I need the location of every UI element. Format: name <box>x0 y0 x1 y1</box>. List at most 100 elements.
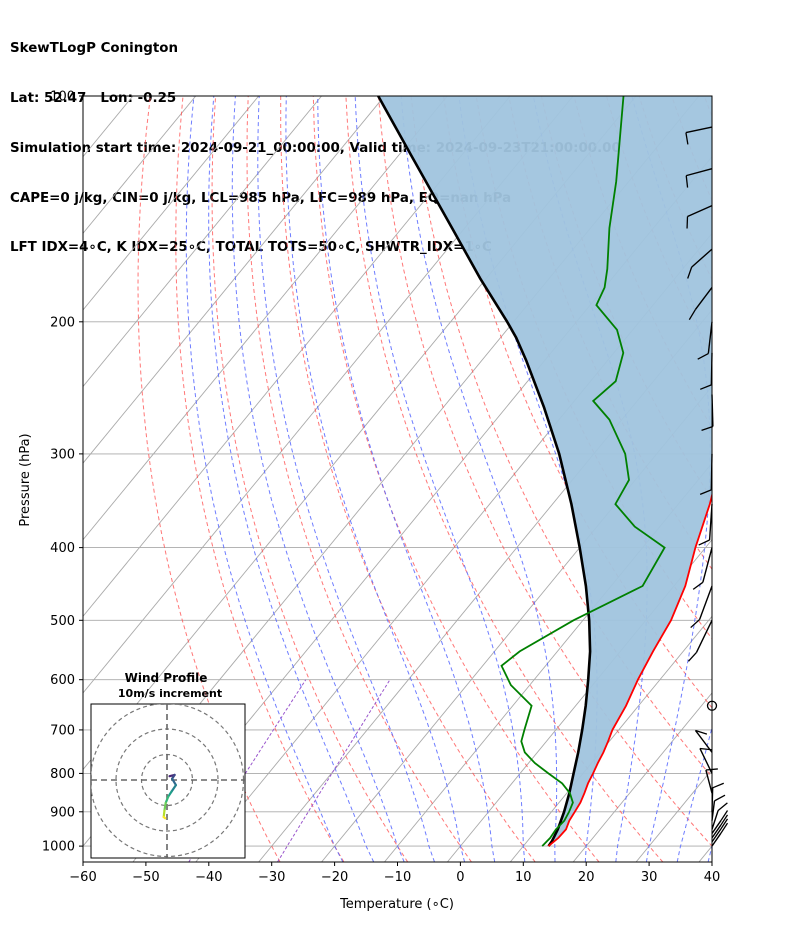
isotherm-line <box>572 692 712 862</box>
cape-cin-shading <box>378 96 712 847</box>
temperature-line <box>547 491 712 847</box>
wind-barb-staff <box>687 204 713 218</box>
moist-adiabat-line <box>707 844 712 862</box>
wind-barb-staff <box>702 547 713 583</box>
y-tick-label: 300 <box>50 447 75 462</box>
mixing-ratio-line <box>188 679 307 862</box>
hodograph-subtitle: 10m/s increment <box>118 687 222 700</box>
wind-barb-staff <box>711 394 714 427</box>
dry-adiabat-line <box>175 96 345 862</box>
wind-barb-feather <box>717 802 728 811</box>
y-tick-label: 400 <box>50 541 75 556</box>
wind-barb-staff <box>711 810 719 830</box>
hodograph-segment <box>164 795 170 805</box>
dry-adiabat-line <box>737 96 794 862</box>
wind-barb-staff <box>711 824 722 839</box>
moist-adiabat-line <box>285 96 466 862</box>
wind-barb-feather <box>698 539 710 546</box>
hodograph-plot-area <box>91 704 245 858</box>
y-tick-label: 800 <box>50 767 75 782</box>
x-tick-label: −60 <box>69 870 96 885</box>
isotherm-line <box>698 845 712 862</box>
hodograph-segment <box>163 801 167 812</box>
wind-barb-feather <box>687 266 693 279</box>
isotherm-line <box>83 96 448 541</box>
hodograph-segment <box>171 777 178 787</box>
dry-adiabat-line <box>410 96 712 778</box>
moist-adiabat-line <box>231 96 405 862</box>
y-tick-label: 600 <box>50 673 75 688</box>
isotherm-line <box>83 96 511 618</box>
isotherm-line <box>509 615 712 862</box>
wind-barb-feather <box>692 581 704 590</box>
dry-adiabat-line <box>312 96 600 862</box>
wind-barb-staff <box>710 352 713 385</box>
dewpoint-line <box>500 96 666 847</box>
dry-adiabat-line <box>703 96 712 119</box>
moist-adiabat-line <box>354 96 526 862</box>
x-tick-label: 10 <box>515 870 532 885</box>
x-tick-label: 0 <box>456 870 464 885</box>
y-tick-label: 700 <box>50 723 75 738</box>
dry-adiabat-line <box>246 96 472 862</box>
x-tick-label: 40 <box>704 870 721 885</box>
x-tick-label: −20 <box>321 870 348 885</box>
wind-barb-staff <box>698 585 713 620</box>
x-tick-label: 30 <box>641 870 658 885</box>
isotherm-line <box>447 538 712 862</box>
wind-barb-feather <box>695 729 708 735</box>
dry-adiabat-line <box>378 96 712 847</box>
dry-adiabat-line <box>280 96 536 862</box>
hodograph-title: Wind Profile <box>125 671 208 685</box>
wind-barb-staff <box>685 126 713 134</box>
wind-barb-staff <box>694 730 713 753</box>
wind-barb-feather <box>720 814 729 826</box>
wind-barb-feather <box>685 132 689 145</box>
wind-barb-staff <box>711 832 722 847</box>
x-tick-label: −10 <box>384 870 411 885</box>
wind-barb-feather <box>712 782 725 789</box>
isotherm-line <box>83 96 385 464</box>
wind-barb-feather <box>720 818 729 830</box>
wind-barb-staff <box>710 453 713 490</box>
wind-barb-feather <box>701 425 714 432</box>
isotherm-line <box>83 96 259 311</box>
isotherm-line <box>83 96 322 388</box>
wind-barb-staff <box>707 321 713 354</box>
wind-barb-feather <box>720 822 729 834</box>
wind-barb-staff <box>686 168 713 177</box>
wind-barb-feather <box>699 384 712 390</box>
moist-adiabat-line <box>208 96 375 862</box>
wind-barb-staff <box>711 828 722 843</box>
y-axis-label: Pressure (hPa) <box>18 433 33 526</box>
wind-barb-staff <box>711 800 716 821</box>
wind-barb-feather <box>688 309 697 321</box>
moist-adiabat-line <box>257 96 435 862</box>
y-tick-label: 900 <box>50 805 75 820</box>
wind-barb-feather <box>690 619 701 629</box>
wind-barb-staff <box>711 787 714 812</box>
x-tick-label: −40 <box>195 870 222 885</box>
y-tick-label: 500 <box>50 614 75 629</box>
wind-barb-staff <box>694 287 713 310</box>
wind-barb-staff <box>711 820 722 834</box>
wind-barb-feather <box>697 352 709 360</box>
hodograph-segment <box>170 783 178 793</box>
wind-barb-staff <box>699 748 713 774</box>
moist-adiabat-line <box>185 96 344 862</box>
wind-barb-staff <box>695 619 713 653</box>
wind-barb-staff <box>705 769 713 794</box>
isotherm-line <box>0 96 70 862</box>
wind-barb-staff <box>691 248 713 268</box>
x-axis-label: Temperature (∘C) <box>339 897 454 912</box>
dry-adiabat-line <box>769 96 794 862</box>
parcel-profile-line <box>377 96 592 847</box>
dry-adiabat-line <box>137 96 281 862</box>
wind-barb-feather <box>687 651 697 662</box>
wind-barb-feather <box>714 794 726 802</box>
calm-wind-marker <box>706 700 718 711</box>
wind-barb-staff <box>708 504 713 541</box>
mixing-ratio-line <box>277 679 391 862</box>
isotherm-line <box>195 232 712 862</box>
